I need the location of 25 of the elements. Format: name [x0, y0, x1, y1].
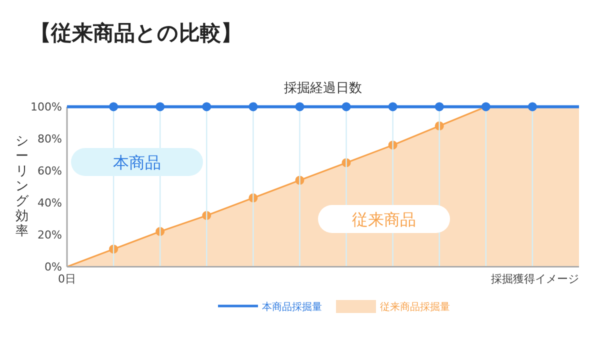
legend-label: 本商品採掘量	[262, 301, 322, 313]
text: 採掘獲得イメージ	[491, 272, 579, 286]
point	[295, 102, 304, 112]
y-tick-label: 100%	[30, 100, 62, 114]
y-tick-label: 80%	[38, 132, 62, 146]
chart-title: 【従来商品との比較】	[30, 21, 242, 45]
point	[528, 102, 537, 112]
point	[388, 102, 398, 112]
annotation: 従来商品	[352, 210, 416, 229]
point	[481, 102, 490, 112]
annotation: 本商品	[113, 153, 161, 172]
y-tick-label: 60%	[38, 164, 62, 178]
point	[342, 102, 351, 112]
y-tick-label: 40%	[38, 196, 62, 210]
x-axis-title: 採掘経過日数	[284, 81, 362, 96]
point	[202, 102, 212, 112]
y-tick-label: 0%	[44, 260, 62, 274]
point	[434, 102, 444, 112]
point	[109, 102, 118, 112]
x-tick-label: 0日	[58, 272, 76, 286]
legend-label: 従来商品採掘量	[380, 301, 450, 313]
point	[248, 102, 258, 112]
point	[156, 102, 165, 112]
y-axis-title: シーリング効率	[16, 134, 30, 239]
y-tick-label: 20%	[38, 228, 62, 242]
